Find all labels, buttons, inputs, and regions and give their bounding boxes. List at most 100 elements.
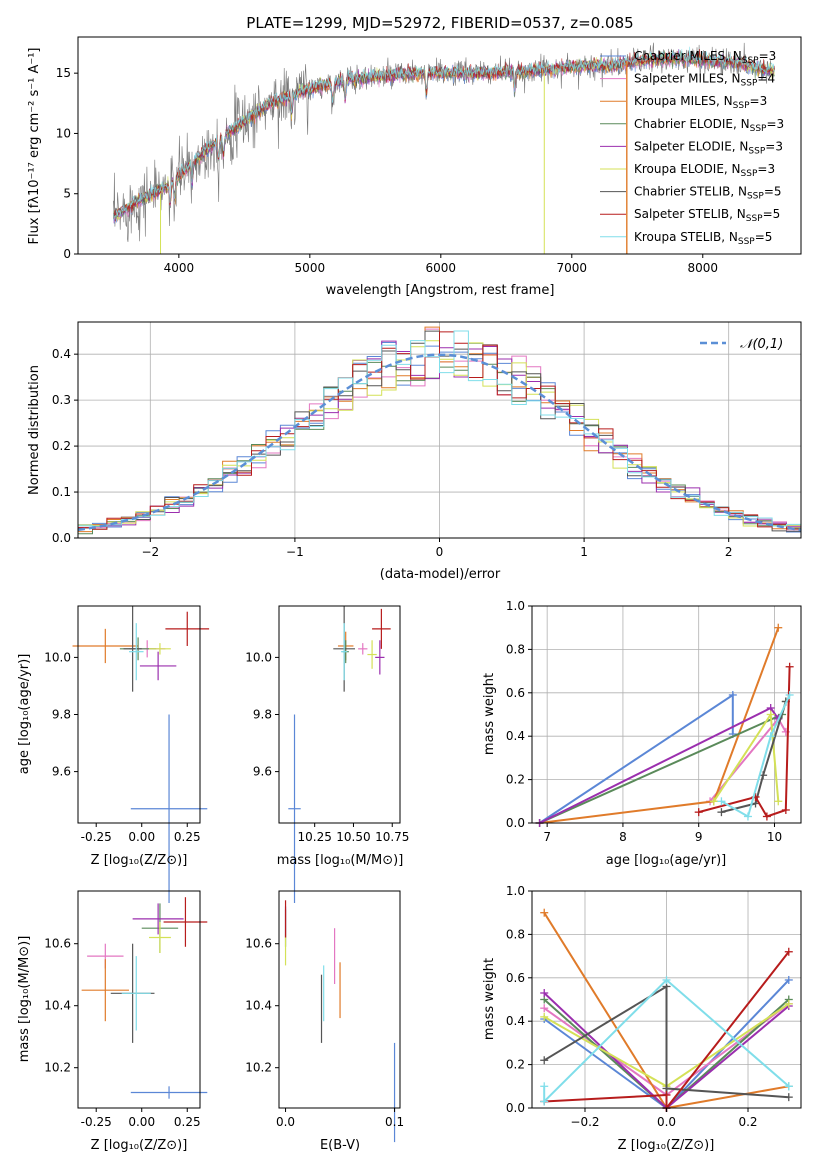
y-tick-label: 0.3 <box>52 393 71 407</box>
y-tick-label: 10.4 <box>44 999 71 1013</box>
x-tick-label: −2 <box>141 545 159 559</box>
age-vs-mass-xlabel: mass [log₁₀(M/M⊙)] <box>277 853 404 868</box>
legend-label: Salpeter STELIB, NSSP=5 <box>634 207 780 224</box>
x-tick-label: -0.25 <box>81 830 112 844</box>
y-tick-label: 10.6 <box>44 937 71 951</box>
y-tick-label: 0.6 <box>506 971 525 985</box>
weight-series-line <box>543 984 789 1108</box>
spectrum-frame <box>77 36 802 255</box>
age-vs-z-panel: -0.25 0.00 0.259.69.810.0 Z [log₁₀(Z/Z⊙)] … <box>17 605 210 903</box>
legend-label: Salpeter MILES, NSSP=4 <box>634 72 775 89</box>
y-tick-label: 0.2 <box>52 439 71 453</box>
y-tick-label: 0.8 <box>506 642 525 656</box>
legend-reference-label: 𝒩(0,1) <box>740 337 783 352</box>
figure-title: PLATE=1299, MJD=52972, FIBERID=0537, z=0… <box>246 14 633 32</box>
mass-vs-z-xlabel: Z [log₁₀(Z/Z⊙)] <box>91 1138 188 1153</box>
legend-value: =3 <box>765 139 783 153</box>
x-tick-label: −1 <box>286 545 304 559</box>
y-tick-label: 10.0 <box>44 650 71 664</box>
mass-vs-z-ticks: -0.25 0.00 0.25 10.2 10.4 10.6 <box>44 937 200 1129</box>
weight-series-line <box>698 666 791 818</box>
residuals-ylabel: Normed distribution <box>27 365 42 495</box>
weight-vs-z-ylabel: mass weight <box>482 958 497 1040</box>
x-tick-label: 10 <box>767 830 782 844</box>
x-tick-label: 2 <box>725 545 733 559</box>
weight-series-line <box>543 978 790 1104</box>
x-tick-label: 10.50 <box>336 830 370 844</box>
spectrum-panel: 4000 5000 6000 7000 8000 0 5 10 15 Chabrier MILE… <box>27 36 802 298</box>
x-tick-label: -0.25 <box>81 1115 112 1129</box>
legend-subscript: SSP <box>748 146 765 156</box>
residuals-plot <box>77 326 802 535</box>
spectrum-plot <box>113 42 775 254</box>
weight-series-line <box>721 701 787 814</box>
y-tick-label: 0.0 <box>52 531 71 545</box>
y-tick-label: 0 <box>63 247 71 261</box>
y-tick-label: 10 <box>56 126 71 140</box>
legend-value: =3 <box>757 162 775 176</box>
x-tick-label: 1 <box>580 545 588 559</box>
mass-vs-z-panel: -0.25 0.00 0.25 10.2 10.4 10.6 Z [log₁₀(Z/Z⊙)… <box>17 890 208 1153</box>
mass-vs-ebv-plot <box>284 900 396 1143</box>
x-tick-label: 0.1 <box>385 1115 404 1129</box>
y-tick-label: 9.6 <box>253 765 272 779</box>
legend-label: Chabrier ELODIE, NSSP=3 <box>634 117 784 134</box>
age-vs-z-frame <box>77 605 201 824</box>
normal-reference-curve <box>77 353 802 532</box>
y-tick-label: 0.0 <box>506 1101 525 1115</box>
legend-label: Chabrier MILES, NSSP=3 <box>634 49 776 66</box>
y-tick-label: 9.6 <box>52 765 71 779</box>
legend-label: Kroupa STELIB, NSSP=5 <box>634 230 772 247</box>
legend-value: =5 <box>764 185 782 199</box>
legend-label: Kroupa MILES, NSSP=3 <box>634 94 767 111</box>
age-vs-mass-plot <box>288 606 391 903</box>
weight-series-line <box>544 951 790 1111</box>
y-tick-label: 1.0 <box>506 884 525 898</box>
residuals-xlabel: (data-model)/error <box>380 567 501 582</box>
y-tick-label: 0.4 <box>506 1014 525 1028</box>
residuals-legend: 𝒩(0,1) <box>700 337 783 352</box>
legend-subscript: SSP <box>747 192 764 202</box>
y-tick-label: 5 <box>63 187 71 201</box>
y-tick-label: 0.1 <box>52 485 71 499</box>
x-tick-label: 9 <box>695 830 703 844</box>
x-tick-label: 10.75 <box>375 830 409 844</box>
model-spectrum-line <box>113 46 775 221</box>
y-tick-label: 10.6 <box>245 937 272 951</box>
x-tick-label: 5000 <box>295 261 326 275</box>
x-tick-label: 0.25 <box>174 830 201 844</box>
legend-value: =4 <box>757 72 775 86</box>
residuals-ticks: −2 −1 0 1 2 0.0 0.1 0.2 0.3 0.4 <box>52 347 733 559</box>
y-tick-label: 9.8 <box>52 708 71 722</box>
y-tick-label: 0.6 <box>506 686 525 700</box>
legend-subscript: SSP <box>741 169 758 179</box>
weight-vs-z-panel: −0.2 0.0 0.2 0.0 0.2 0.4 0.6 0.8 1.0 Z [log₁₀(Z/… <box>482 884 802 1153</box>
legend-subscript: SSP <box>742 56 759 66</box>
y-tick-label: 9.8 <box>253 708 272 722</box>
legend-subscript: SSP <box>738 237 755 247</box>
spectrum-legend: Chabrier MILES, NSSP=3 Salpeter MILES, NS… <box>600 49 784 247</box>
spectrum-ylabel: Flux [fλ10⁻¹⁷ erg cm⁻² s⁻¹ A⁻¹] <box>27 48 42 245</box>
mass-vs-z-plot <box>81 897 208 1099</box>
legend-label: Chabrier STELIB, NSSP=5 <box>634 185 782 202</box>
mass-vs-z-frame <box>77 890 201 1109</box>
x-tick-label: 6000 <box>426 261 457 275</box>
weight-vs-age-panel: 7 8 9 10 0.0 0.2 0.4 0.6 0.8 1.0 age [log₁₀(age/y… <box>482 599 802 868</box>
legend-value: =3 <box>750 94 768 108</box>
y-tick-label: 15 <box>56 66 71 80</box>
x-tick-label: 4000 <box>164 261 195 275</box>
age-vs-mass-ticks: 10.25 10.50 10.75 9.6 9.8 10.0 <box>245 650 409 844</box>
legend-label: Salpeter ELODIE, NSSP=3 <box>634 139 783 156</box>
residual-histogram <box>78 330 801 527</box>
weight-vs-age-grid <box>532 605 801 824</box>
weight-vs-age-ticks: 7 8 9 10 0.0 0.2 0.4 0.6 0.8 1.0 <box>506 599 782 844</box>
age-vs-z-ticks: -0.25 0.00 0.25 9.6 9.8 10.0 <box>44 650 200 844</box>
y-tick-label: 10.2 <box>245 1061 272 1075</box>
legend-subscript: SSP <box>750 124 767 134</box>
weight-series-line <box>720 694 791 819</box>
spectrum-ticks: 4000 5000 6000 7000 8000 0 5 10 15 <box>56 66 718 275</box>
weight-vs-age-frame <box>531 605 802 824</box>
x-tick-label: 0 <box>436 545 444 559</box>
residuals-panel: −2 −1 0 1 2 0.0 0.1 0.2 0.3 0.4 𝒩(0,1) (data-mode… <box>27 321 802 582</box>
x-tick-label: 0.0 <box>657 1115 676 1129</box>
